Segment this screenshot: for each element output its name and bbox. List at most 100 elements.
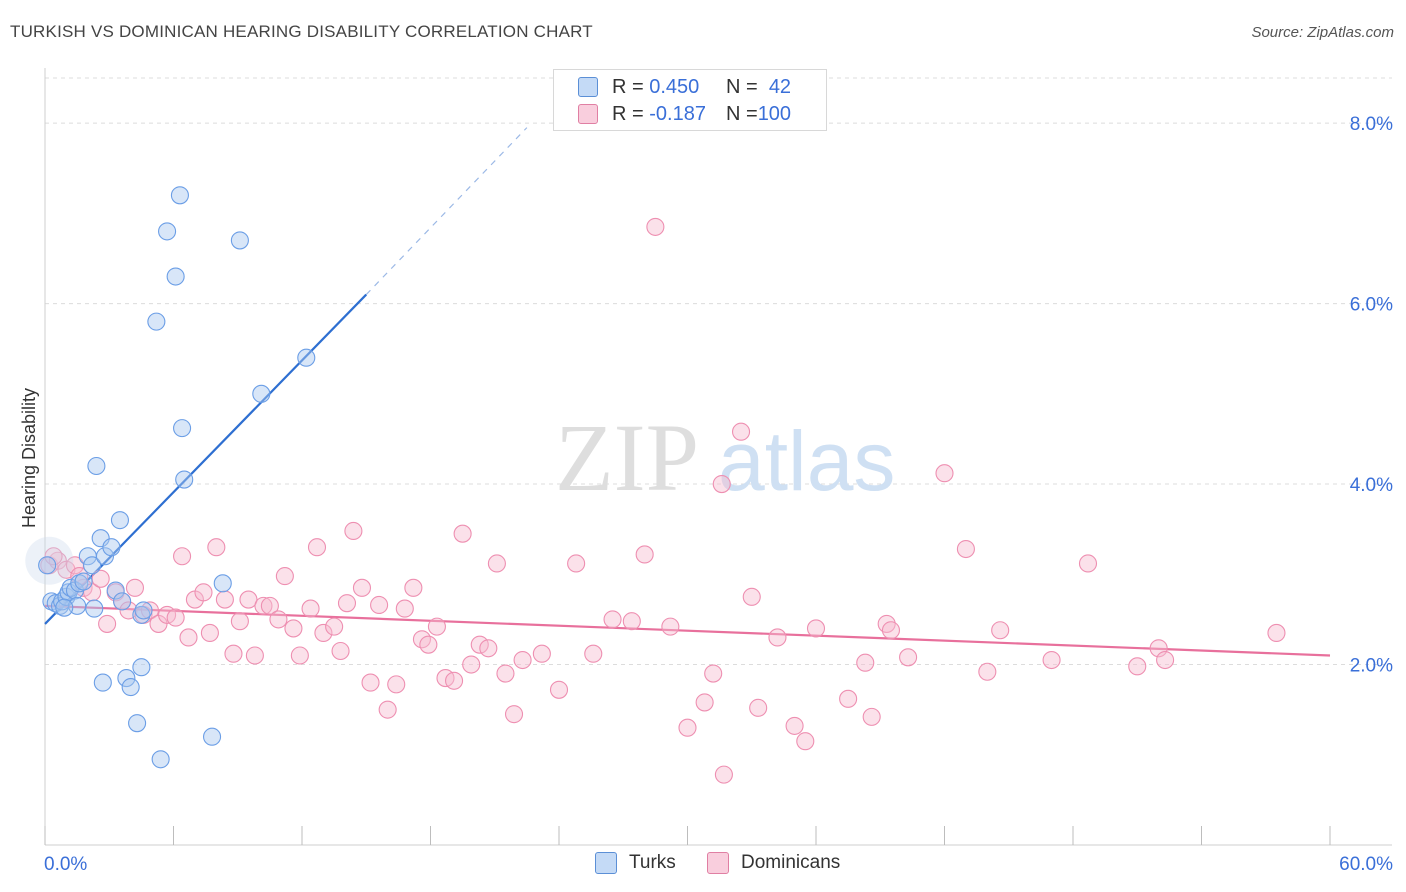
dominican-point: [230, 612, 249, 631]
bottom-legend-dominicans[interactable]: Dominicans: [707, 852, 840, 874]
turk-point: [128, 714, 147, 733]
bottom-legend-swatch-turks: [595, 852, 617, 874]
dominican-point: [603, 610, 622, 629]
dominican-point: [1128, 657, 1147, 676]
dominican-point: [678, 718, 697, 737]
dominican-point: [661, 617, 680, 636]
dominican-point: [646, 217, 665, 236]
axes: [44, 68, 1392, 846]
turk-point: [170, 186, 189, 205]
turk-point: [158, 222, 177, 241]
dominican-point: [275, 567, 294, 586]
dominican-point: [1078, 554, 1098, 573]
chart-title: TURKISH VS DOMINICAN HEARING DISABILITY …: [10, 22, 593, 41]
turk-point: [83, 556, 102, 575]
legend-r-value-turks: 0.450: [649, 75, 700, 98]
dominican-point: [935, 464, 954, 483]
watermark-zip: ZIP: [555, 404, 699, 511]
axis-labels: 2.0% 4.0% 6.0% 8.0% 0.0% 60.0% Hearing Disabil…: [19, 114, 1393, 875]
dominican-point: [352, 578, 372, 597]
bottom-legend-turks[interactable]: Turks: [595, 852, 676, 874]
legend-row-dominicans: R = -0.187 N = 100: [578, 101, 791, 127]
dominicans-trend-line: [44, 604, 1331, 657]
dominican-point: [1267, 623, 1286, 642]
legend-r-label: R =: [612, 102, 650, 125]
turk-point: [113, 592, 132, 611]
dominican-point: [387, 675, 406, 694]
source-label: Source: ZipAtlas.com: [1251, 24, 1394, 41]
bottom-legend-label-dominicans: Dominicans: [741, 852, 841, 873]
dominican-point: [125, 578, 144, 597]
dominican-point: [445, 671, 464, 690]
dominican-point: [239, 590, 258, 609]
dominican-point: [395, 599, 414, 618]
dominican-point: [806, 619, 826, 638]
dominican-point: [344, 521, 363, 541]
legend-n-value-turks: 42: [768, 75, 792, 98]
dominican-point: [731, 422, 751, 441]
legend-swatch-dominicans: [578, 104, 598, 124]
turk-point: [230, 231, 249, 250]
dominican-point: [714, 765, 733, 784]
turk-point: [134, 601, 153, 620]
turk-point: [147, 312, 166, 331]
dominican-point: [549, 680, 569, 699]
turk-point: [175, 470, 194, 489]
dominican-point: [269, 610, 288, 629]
dominican-point: [404, 578, 423, 597]
trend-lines: [44, 127, 1331, 657]
dominican-point: [194, 583, 213, 602]
watermark: ZIP atlas: [555, 404, 895, 511]
turk-point: [87, 456, 106, 476]
dominican-point: [881, 621, 901, 640]
dominican-point: [245, 646, 264, 665]
turk-point: [121, 678, 140, 697]
dominican-point: [462, 655, 481, 674]
dominican-point: [856, 653, 875, 672]
turk-point: [297, 348, 316, 367]
dominican-point: [215, 590, 234, 609]
turk-point: [110, 511, 130, 530]
y-tick-label: 2.0%: [1350, 656, 1393, 677]
dominican-point: [899, 648, 918, 667]
dominican-point: [173, 547, 192, 566]
dominican-point: [419, 635, 438, 654]
dominican-point: [179, 628, 198, 647]
dominican-point: [839, 689, 858, 708]
legend-r-label: R =: [612, 75, 650, 98]
turk-point: [55, 598, 74, 617]
legend-row-turks: R = 0.450 N = 42: [578, 74, 791, 100]
dominican-point: [622, 612, 641, 631]
turk-point: [102, 538, 121, 557]
dominican-point: [284, 619, 303, 638]
legend-box: R = 0.450 N = 42 R = -0.187 N = 100: [553, 69, 827, 131]
turk-point: [252, 384, 271, 403]
y-axis-label: Hearing Disability: [19, 388, 39, 528]
dominican-point: [1156, 650, 1175, 670]
dominican-point: [695, 693, 714, 712]
dominican-point: [1042, 650, 1061, 670]
dominican-points: [40, 217, 1286, 784]
dominican-point: [991, 621, 1010, 640]
turk-point: [173, 419, 192, 438]
dominican-point: [796, 732, 815, 751]
turk-points: [25, 186, 316, 769]
dominican-point: [98, 614, 117, 633]
turk-point: [166, 267, 185, 286]
turk-point: [132, 658, 151, 677]
dominican-point: [956, 539, 975, 559]
dominican-point: [1149, 639, 1168, 658]
dominican-point: [200, 623, 219, 642]
dominican-point: [532, 644, 551, 663]
y-tick-label: 6.0%: [1350, 295, 1393, 316]
watermark-atlas: atlas: [718, 414, 895, 508]
dominican-point: [301, 599, 320, 618]
dominican-point: [427, 617, 446, 636]
turk-point: [213, 574, 232, 593]
dominican-point: [704, 664, 723, 683]
dominican-point: [378, 700, 397, 719]
dominican-point: [207, 538, 226, 557]
dominican-point: [567, 554, 586, 573]
dominican-point: [224, 644, 243, 663]
